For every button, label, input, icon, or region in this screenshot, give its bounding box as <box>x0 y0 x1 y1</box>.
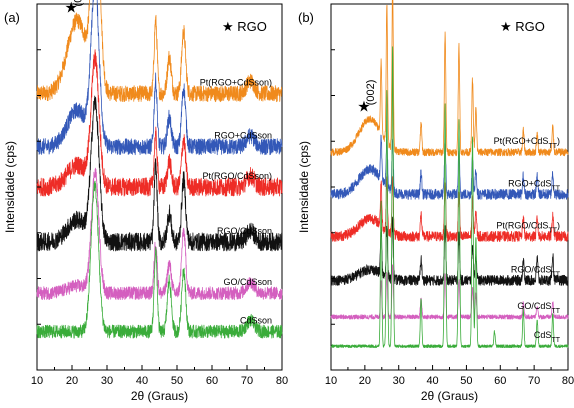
annotation-star-icon: ★ <box>357 98 370 115</box>
star-icon: ★ <box>222 19 237 34</box>
panel-label: (b) <box>298 10 314 25</box>
x-tick-label: 80 <box>276 375 288 387</box>
panel-label: (a) <box>4 10 20 25</box>
star-icon: ★ <box>500 19 515 34</box>
legend-label: RGO <box>515 19 545 34</box>
series-line-5 <box>36 180 283 339</box>
x-tick-label: 50 <box>460 375 472 387</box>
curve-label: RGO/CdSTT <box>511 264 561 278</box>
x-tick-label: 30 <box>393 375 405 387</box>
x-tick-label: 80 <box>562 375 574 387</box>
curve-label: RGO+CdSson <box>214 131 272 141</box>
curve-label: GO/CdSson <box>223 277 272 287</box>
curve-label: GO/CdSTT <box>517 301 560 315</box>
x-axis-label: 2θ (Graus) <box>131 389 188 403</box>
annotation-star-icon: ★ <box>65 0 78 16</box>
series-line-1 <box>330 134 569 200</box>
curve-label: CdSTT <box>534 330 561 344</box>
legend-label: RGO <box>237 19 267 34</box>
curve-label: RGO/CdSson <box>217 226 272 236</box>
x-tick-label: 20 <box>359 375 371 387</box>
x-tick-label: 10 <box>31 375 43 387</box>
x-tick-label: 20 <box>66 375 78 387</box>
legend-rgo: ★ RGO <box>222 19 267 34</box>
x-tick-label: 50 <box>171 375 183 387</box>
curve-label: Pt(RGO/CdSTT) <box>496 220 560 234</box>
panel-a: 10 20 30 40 50 60 70 80 2θ (Graus) Intensidade (c… <box>3 0 288 403</box>
series-line-0 <box>330 0 569 157</box>
series-line-3 <box>330 216 569 286</box>
legend-rgo: ★ RGO <box>500 19 545 34</box>
series-line-4 <box>36 167 283 301</box>
series-line-2 <box>36 49 283 197</box>
curve-label: Pt(RGO/CdSson) <box>202 171 272 181</box>
x-tick-label: 70 <box>528 375 540 387</box>
curve-label: Pt(RGO+CdSTT) <box>494 136 560 150</box>
x-tick-label: 60 <box>206 375 218 387</box>
series-line-4 <box>330 264 569 320</box>
curve-label: CdSson <box>240 316 272 326</box>
series-line-5 <box>330 46 569 349</box>
series-line-1 <box>36 0 283 156</box>
panel-b: 10 20 30 40 50 60 70 80 2θ (Graus) Intensidade (c… <box>297 0 574 403</box>
x-tick-label: 70 <box>241 375 253 387</box>
series-line-0 <box>36 0 283 103</box>
annotation-002: (002) <box>365 80 377 106</box>
x-tick-label: 10 <box>325 375 337 387</box>
series-line-2 <box>330 176 569 242</box>
x-tick-label: 40 <box>136 375 148 387</box>
y-axis-label: Intensidade (cps) <box>297 141 311 233</box>
x-tick-label: 40 <box>426 375 438 387</box>
x-tick-label: 60 <box>494 375 506 387</box>
x-axis-label: 2θ (Graus) <box>421 389 478 403</box>
series-line-3 <box>36 95 283 252</box>
y-axis-label: Intensidade (cps) <box>3 141 17 233</box>
curve-label: Pt(RGO+CdSson) <box>200 78 272 88</box>
x-tick-label: 30 <box>101 375 113 387</box>
annotation-002: (002) <box>72 0 84 6</box>
curve-label: RGO+CdSTT <box>508 178 561 192</box>
